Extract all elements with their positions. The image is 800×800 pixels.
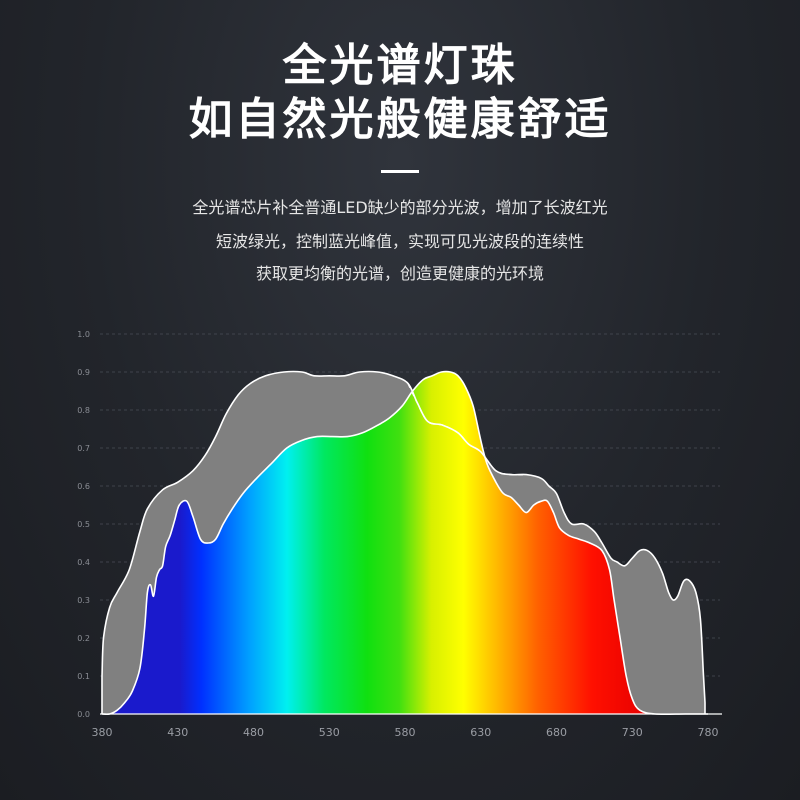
x-tick-label: 630 bbox=[470, 726, 491, 739]
y-tick-label: 0.5 bbox=[77, 520, 90, 529]
y-tick-label: 0.4 bbox=[77, 558, 90, 567]
y-tick-label: 0.0 bbox=[77, 710, 90, 719]
y-tick-label: 0.2 bbox=[77, 634, 90, 643]
x-tick-label: 530 bbox=[319, 726, 340, 739]
description-line-2: 短波绿光，控制蓝光峰值，实现可见光波段的连续性 bbox=[0, 234, 800, 250]
x-tick-label: 680 bbox=[546, 726, 567, 739]
y-tick-label: 0.3 bbox=[77, 596, 90, 605]
y-axis-ticks: 0.0 0.1 0.2 0.3 0.4 0.5 0.6 0.7 0.8 0.9 1.0 bbox=[77, 330, 90, 719]
x-tick-label: 730 bbox=[622, 726, 643, 739]
y-tick-label: 0.6 bbox=[77, 482, 90, 491]
headline-line-2: 如自然光般健康舒适 bbox=[0, 98, 800, 142]
description-line-3: 获取更均衡的光谱，创造更健康的光环境 bbox=[0, 266, 800, 282]
y-tick-label: 0.1 bbox=[77, 672, 90, 681]
description-line-1: 全光谱芯片补全普通LED缺少的部分光波，增加了长波红光 bbox=[0, 200, 800, 216]
title-divider bbox=[381, 170, 419, 173]
y-tick-label: 1.0 bbox=[77, 330, 90, 339]
headline-line-1: 全光谱灯珠 bbox=[0, 44, 800, 88]
x-tick-label: 780 bbox=[698, 726, 719, 739]
spectrum-chart: 0.0 0.1 0.2 0.3 0.4 0.5 0.6 0.7 0.8 0.9 1.0 380 430… bbox=[0, 320, 800, 750]
y-tick-label: 0.8 bbox=[77, 406, 90, 415]
x-tick-label: 430 bbox=[167, 726, 188, 739]
y-tick-label: 0.9 bbox=[77, 368, 90, 377]
y-tick-label: 0.7 bbox=[77, 444, 90, 453]
x-axis-ticks: 380 430 480 530 580 630 680 730 780 bbox=[92, 726, 719, 739]
x-tick-label: 480 bbox=[243, 726, 264, 739]
x-tick-label: 380 bbox=[92, 726, 113, 739]
x-tick-label: 580 bbox=[395, 726, 416, 739]
